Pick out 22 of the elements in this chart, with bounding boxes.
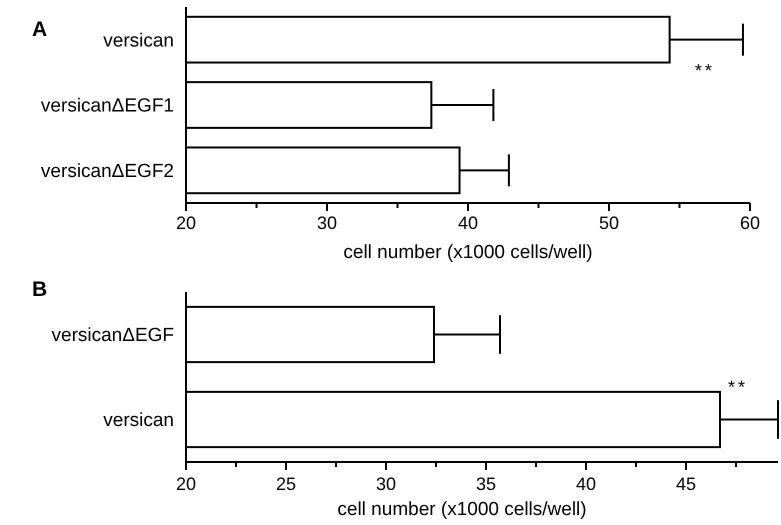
x-axis-title: cell number (x1000 cells/well) — [343, 242, 593, 263]
x-tick-label: 50 — [598, 213, 620, 233]
x-tick-label: 45 — [676, 474, 696, 494]
annotation: ** — [694, 60, 715, 80]
y-tick-label: versicanΔEGF — [52, 325, 174, 346]
x-tick-label: 30 — [316, 213, 338, 233]
y-tick-label: versican — [103, 410, 174, 432]
y-tick-label: versican — [103, 30, 174, 52]
chart-title: B — [32, 278, 48, 301]
x-tick-label: 35 — [476, 474, 496, 494]
x-tick-label: 40 — [576, 474, 596, 494]
y-tick-label: versicanΔEGF2 — [40, 160, 174, 182]
x-axis-title: cell number (x1000 cells/well) — [337, 499, 587, 520]
x-tick-label: 60 — [740, 213, 760, 233]
annotation: ** — [728, 376, 748, 397]
x-tick-label: 30 — [376, 474, 396, 494]
y-tick-label: versicanΔEGF1 — [40, 96, 174, 117]
x-tick-label: 20 — [176, 474, 196, 494]
x-tick-label: 20 — [176, 213, 196, 233]
text: A — [32, 18, 48, 41]
x-tick-label: 25 — [276, 474, 296, 494]
x-tick-label: 40 — [458, 213, 478, 233]
